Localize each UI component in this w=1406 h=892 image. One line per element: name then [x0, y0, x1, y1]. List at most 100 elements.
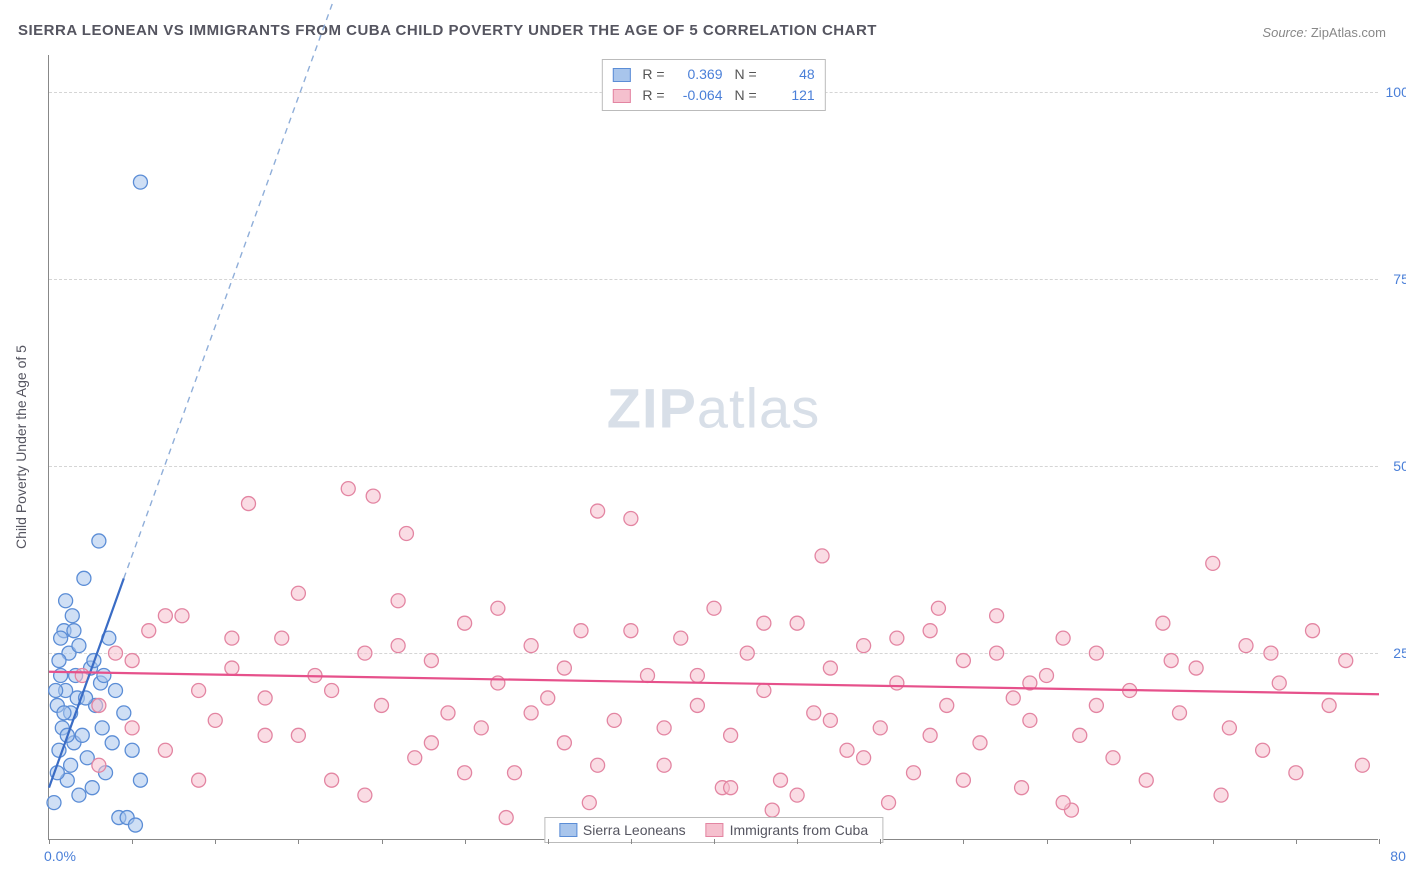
scatter-point [1073, 728, 1087, 742]
scatter-point [1006, 691, 1020, 705]
scatter-point [97, 669, 111, 683]
r-label: R = [642, 85, 664, 106]
y-tick-label: 25.0% [1383, 645, 1406, 661]
scatter-point [582, 796, 596, 810]
scatter-point [54, 631, 68, 645]
scatter-point [815, 549, 829, 563]
scatter-point [133, 175, 147, 189]
scatter-point [125, 743, 139, 757]
scatter-point [765, 803, 779, 817]
x-tick-min: 0.0% [44, 848, 76, 864]
x-axis-tick [1213, 839, 1214, 844]
scatter-point [499, 811, 513, 825]
source-value: ZipAtlas.com [1311, 25, 1386, 40]
scatter-point [1339, 654, 1353, 668]
scatter-point [1056, 796, 1070, 810]
scatter-point [641, 669, 655, 683]
scatter-point [225, 661, 239, 675]
scatter-point [1139, 773, 1153, 787]
scatter-point [790, 616, 804, 630]
scatter-point [574, 624, 588, 638]
scatter-point [1289, 766, 1303, 780]
scatter-point [923, 728, 937, 742]
scatter-point [1089, 646, 1103, 660]
scatter-point [956, 773, 970, 787]
scatter-point [657, 721, 671, 735]
x-axis-tick [1379, 839, 1380, 844]
legend-swatch-series-1 [612, 68, 630, 82]
x-axis-tick [49, 839, 50, 844]
x-axis-tick [215, 839, 216, 844]
scatter-point [375, 698, 389, 712]
scatter-point [158, 743, 172, 757]
scatter-point [242, 497, 256, 511]
scatter-point [873, 721, 887, 735]
scatter-point [77, 571, 91, 585]
scatter-point [890, 631, 904, 645]
n-label: N = [735, 85, 757, 106]
scatter-point [1222, 721, 1236, 735]
scatter-point [757, 683, 771, 697]
legend-correlation: R = 0.369 N = 48 R = -0.064 N = 121 [601, 59, 825, 111]
scatter-point [65, 609, 79, 623]
legend-label-series-2: Immigrants from Cuba [730, 822, 868, 838]
scatter-point [1256, 743, 1270, 757]
x-axis-tick [548, 839, 549, 844]
scatter-point [1306, 624, 1320, 638]
scatter-point [105, 736, 119, 750]
scatter-point [491, 601, 505, 615]
scatter-point [54, 669, 68, 683]
x-axis-tick [1047, 839, 1048, 844]
scatter-point [128, 818, 142, 832]
scatter-point [408, 751, 422, 765]
x-axis-tick [714, 839, 715, 844]
scatter-point [807, 706, 821, 720]
scatter-point [657, 758, 671, 772]
trend-line [49, 672, 1379, 694]
scatter-point [1322, 698, 1336, 712]
x-axis-tick [1296, 839, 1297, 844]
n-value-series-1: 48 [765, 64, 815, 85]
scatter-point [990, 646, 1004, 660]
scatter-point [1214, 788, 1228, 802]
scatter-svg [49, 55, 1378, 839]
scatter-point [840, 743, 854, 757]
scatter-point [541, 691, 555, 705]
scatter-point [258, 691, 272, 705]
scatter-point [674, 631, 688, 645]
scatter-point [790, 788, 804, 802]
scatter-point [591, 504, 605, 518]
scatter-point [857, 639, 871, 653]
scatter-point [990, 609, 1004, 623]
scatter-point [366, 489, 380, 503]
y-tick-label: 100.0% [1383, 84, 1406, 100]
scatter-point [557, 661, 571, 675]
scatter-point [774, 773, 788, 787]
chart-container: SIERRA LEONEAN VS IMMIGRANTS FROM CUBA C… [0, 0, 1406, 892]
scatter-point [142, 624, 156, 638]
legend-swatch-series-2b [706, 823, 724, 837]
scatter-point [1355, 758, 1369, 772]
r-value-series-2: -0.064 [673, 85, 723, 106]
legend-label-series-1: Sierra Leoneans [583, 822, 686, 838]
scatter-point [1056, 631, 1070, 645]
scatter-point [857, 751, 871, 765]
legend-row-series-2: R = -0.064 N = 121 [612, 85, 814, 106]
x-axis-tick [132, 839, 133, 844]
scatter-point [208, 713, 222, 727]
scatter-point [92, 534, 106, 548]
scatter-point [291, 728, 305, 742]
legend-item-series-1: Sierra Leoneans [559, 822, 686, 838]
scatter-point [275, 631, 289, 645]
scatter-point [907, 766, 921, 780]
scatter-point [1206, 556, 1220, 570]
scatter-point [1264, 646, 1278, 660]
scatter-point [524, 639, 538, 653]
scatter-point [1239, 639, 1253, 653]
scatter-point [67, 624, 81, 638]
scatter-point [192, 773, 206, 787]
scatter-point [1089, 698, 1103, 712]
scatter-point [75, 728, 89, 742]
scatter-point [133, 773, 147, 787]
legend-swatch-series-2 [612, 89, 630, 103]
